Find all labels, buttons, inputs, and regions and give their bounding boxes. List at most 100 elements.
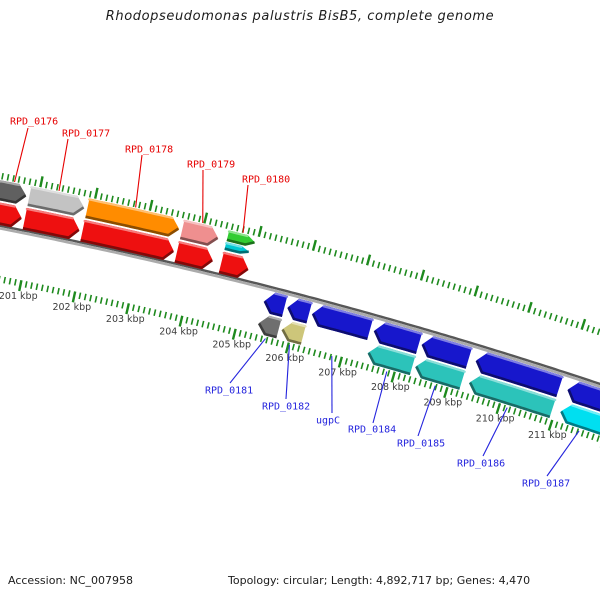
minor-inner-tick-mark xyxy=(349,359,354,367)
minor-outer-tick-mark xyxy=(295,239,300,247)
minor-inner-tick-mark xyxy=(323,352,327,359)
minor-outer-tick-mark xyxy=(88,190,92,198)
scale-label-206kbp: 206 kbp xyxy=(265,353,304,364)
minor-outer-tick-mark xyxy=(436,278,440,286)
gene-label-RPD_0181[interactable]: RPD_0181 xyxy=(205,386,253,397)
minor-inner-tick-mark xyxy=(565,424,569,432)
gene-arrow-cds-ugpC[interactable] xyxy=(312,305,374,340)
minor-outer-tick-mark xyxy=(116,196,120,204)
major-inner-tick-mark xyxy=(495,402,502,415)
gene-RPD_0185 xyxy=(415,336,473,390)
minor-inner-tick-mark xyxy=(227,327,232,335)
minor-outer-tick-mark xyxy=(279,235,283,243)
minor-inner-tick-mark xyxy=(190,318,194,325)
leader-line-RPD_0176 xyxy=(14,127,29,183)
minor-inner-tick-mark xyxy=(413,377,417,385)
gene-arrow-cds-RPD_0178[interactable] xyxy=(80,219,174,260)
minor-outer-tick-mark xyxy=(143,202,147,210)
minor-outer-tick-mark xyxy=(495,296,499,303)
gene-arrow-cds-RPD_0176-shadow-edge xyxy=(0,216,22,228)
minor-outer-tick-mark xyxy=(317,245,321,253)
minor-inner-tick-mark xyxy=(439,385,443,393)
gene-label-RPD_0180[interactable]: RPD_0180 xyxy=(242,175,290,186)
minor-outer-tick-mark xyxy=(564,318,569,325)
leader-line-RPD_0178 xyxy=(135,154,143,208)
minor-outer-tick-mark xyxy=(554,314,558,322)
major-outer-tick-mark xyxy=(580,318,587,331)
gene-arrow-category-RPD_0186[interactable] xyxy=(469,375,556,418)
scale-label-202kbp: 202 kbp xyxy=(52,302,91,313)
minor-inner-tick-mark xyxy=(397,373,401,380)
major-inner-tick-mark xyxy=(337,356,344,368)
minor-outer-tick-mark xyxy=(77,188,81,196)
minor-inner-tick-mark xyxy=(196,319,200,327)
major-inner-tick-mark xyxy=(125,303,130,315)
major-outer-tick-mark xyxy=(365,254,372,266)
gene-arrow-cds-RPD_0187[interactable] xyxy=(568,381,600,415)
gene-arrow-category-RPD_0176[interactable] xyxy=(0,180,27,204)
minor-inner-tick-mark xyxy=(418,379,422,386)
gene-arrow-category-RPD_0176-highlight-edge xyxy=(0,180,21,187)
minor-inner-tick-mark xyxy=(344,358,348,365)
minor-outer-tick-mark xyxy=(12,175,15,182)
minor-outer-tick-mark xyxy=(121,198,125,205)
minor-outer-tick-mark xyxy=(333,249,338,257)
minor-outer-tick-mark xyxy=(591,326,596,334)
minor-inner-tick-mark xyxy=(376,366,380,374)
gene-label-ugpC[interactable]: ugpC xyxy=(316,416,340,427)
gene-label-RPD_0182[interactable]: RPD_0182 xyxy=(262,402,310,413)
minor-outer-tick-mark xyxy=(387,264,392,272)
minor-outer-tick-mark xyxy=(263,231,267,239)
minor-inner-tick-mark xyxy=(371,365,375,373)
minor-inner-tick-mark xyxy=(35,283,39,291)
gene-arrow-cds-RPD_0177-highlight-edge xyxy=(25,207,74,220)
minor-outer-tick-mark xyxy=(252,228,256,236)
major-inner-tick-mark xyxy=(284,342,290,354)
minor-inner-tick-mark xyxy=(318,350,322,358)
minor-outer-tick-mark xyxy=(306,242,311,250)
gene-label-RPD_0184[interactable]: RPD_0184 xyxy=(348,425,396,436)
gene-label-RPD_0185[interactable]: RPD_0185 xyxy=(397,439,445,450)
scale-label-205kbp: 205 kbp xyxy=(212,339,251,350)
minor-outer-tick-mark xyxy=(290,238,294,246)
minor-inner-tick-mark xyxy=(137,305,141,313)
minor-inner-tick-mark xyxy=(62,289,66,296)
gene-label-RPD_0186[interactable]: RPD_0186 xyxy=(457,459,505,470)
minor-outer-tick-mark xyxy=(99,193,103,200)
minor-outer-tick-mark xyxy=(110,195,114,203)
minor-outer-tick-mark xyxy=(447,281,451,289)
minor-inner-tick-mark xyxy=(174,314,178,322)
gene-label-RPD_0179[interactable]: RPD_0179 xyxy=(187,160,235,171)
gene-RPD_0182 xyxy=(281,298,313,345)
major-inner-tick-mark xyxy=(390,371,396,383)
minor-outer-tick-mark xyxy=(506,299,510,307)
gene-arrow-cds-RPD_0186[interactable] xyxy=(476,352,563,398)
minor-outer-tick-mark xyxy=(468,288,473,295)
gene-arrow-category-RPD_0184-highlight-edge xyxy=(377,345,417,358)
gene-arrow-category-RPD_0179-shadow-edge xyxy=(179,236,219,246)
minor-outer-tick-mark xyxy=(382,263,386,270)
minor-outer-tick-mark xyxy=(393,266,397,273)
gene-arrow-category-RPD_0178[interactable] xyxy=(85,198,179,237)
gene-arrow-category-RPD_0180-shadow-edge xyxy=(226,238,255,246)
minor-inner-tick-mark xyxy=(486,399,491,407)
minor-inner-tick-mark xyxy=(297,345,301,352)
gene-arrow-cds-RPD_0180-highlight-edge xyxy=(222,251,244,259)
minor-inner-tick-mark xyxy=(121,301,125,309)
minor-outer-tick-mark xyxy=(181,211,185,219)
gene-label-RPD_0177[interactable]: RPD_0177 xyxy=(62,129,110,140)
topology-text: Topology: circular; Length: 4,892,717 bp… xyxy=(228,574,531,587)
gene-arrow-category-RPD_0185[interactable] xyxy=(415,359,466,390)
gene-RPD_0181 xyxy=(257,292,289,339)
gene-label-RPD_0178[interactable]: RPD_0178 xyxy=(125,145,173,156)
gene-RPD_0186 xyxy=(468,352,564,419)
minor-inner-tick-mark xyxy=(423,380,428,388)
minor-outer-tick-mark xyxy=(170,209,174,216)
gene-arrow-cds-RPD_0180[interactable] xyxy=(218,251,249,278)
minor-outer-tick-mark xyxy=(72,187,76,195)
gene-label-RPD_0176[interactable]: RPD_0176 xyxy=(10,117,58,128)
minor-inner-tick-mark xyxy=(8,277,12,285)
minor-inner-tick-mark xyxy=(528,412,533,420)
gene-label-RPD_0187[interactable]: RPD_0187 xyxy=(522,479,570,490)
minor-inner-tick-mark xyxy=(153,309,157,316)
